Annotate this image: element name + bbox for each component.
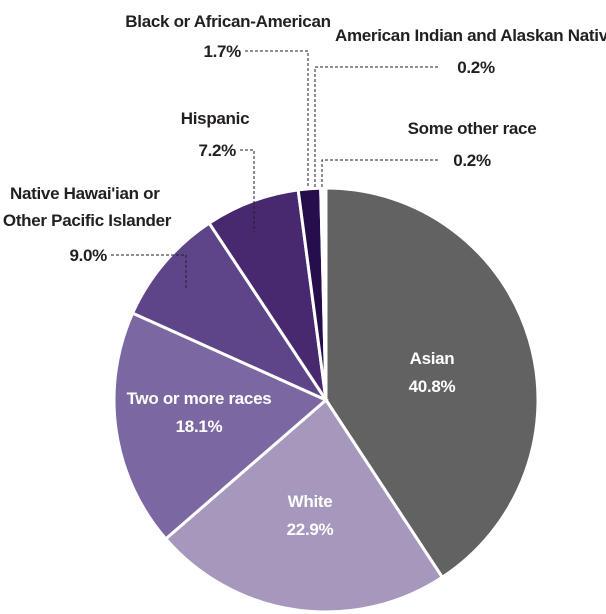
pie-slice-some-other-race xyxy=(321,186,328,401)
label-asian-value: 40.8% xyxy=(409,377,456,396)
label-american-indian-name: American Indian and Alaskan Native xyxy=(335,26,606,45)
label-black-name: Black or African-American xyxy=(125,12,330,31)
leader-black xyxy=(245,50,309,187)
pie-slice-native-hawai-ian-or-other-pacific-islander xyxy=(130,221,331,404)
leader-some-other xyxy=(321,159,438,187)
leader-native-hawaiian xyxy=(111,254,187,289)
label-white-value: 22.9% xyxy=(287,520,334,539)
label-black-value: 1.7% xyxy=(203,42,241,61)
label-some-other-name: Some other race xyxy=(408,119,537,138)
label-asian-name: Asian xyxy=(410,349,455,368)
label-some-other-value: 0.2% xyxy=(453,151,491,170)
label-two-or-more-value: 18.1% xyxy=(176,417,223,436)
label-native-hawaiian-value: 9.0% xyxy=(69,246,107,265)
label-native-hawaiian-name: Native Hawai'ian or Other Pacific Island… xyxy=(3,184,172,230)
label-hispanic-value: 7.2% xyxy=(198,141,236,160)
leader-lines xyxy=(111,50,438,289)
label-hispanic-name: Hispanic xyxy=(181,109,249,128)
label-american-indian-value: 0.2% xyxy=(457,58,495,77)
pie-slice-two-or-more-races xyxy=(112,311,329,541)
label-two-or-more-name: Two or more races xyxy=(127,389,272,408)
leader-american-indian xyxy=(314,66,438,187)
label-white-name: White xyxy=(288,492,333,511)
pie-slice-white xyxy=(163,397,445,614)
pie-slices xyxy=(112,186,540,614)
